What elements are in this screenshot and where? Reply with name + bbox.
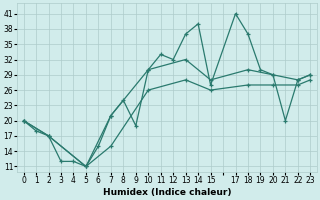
X-axis label: Humidex (Indice chaleur): Humidex (Indice chaleur) bbox=[103, 188, 231, 197]
